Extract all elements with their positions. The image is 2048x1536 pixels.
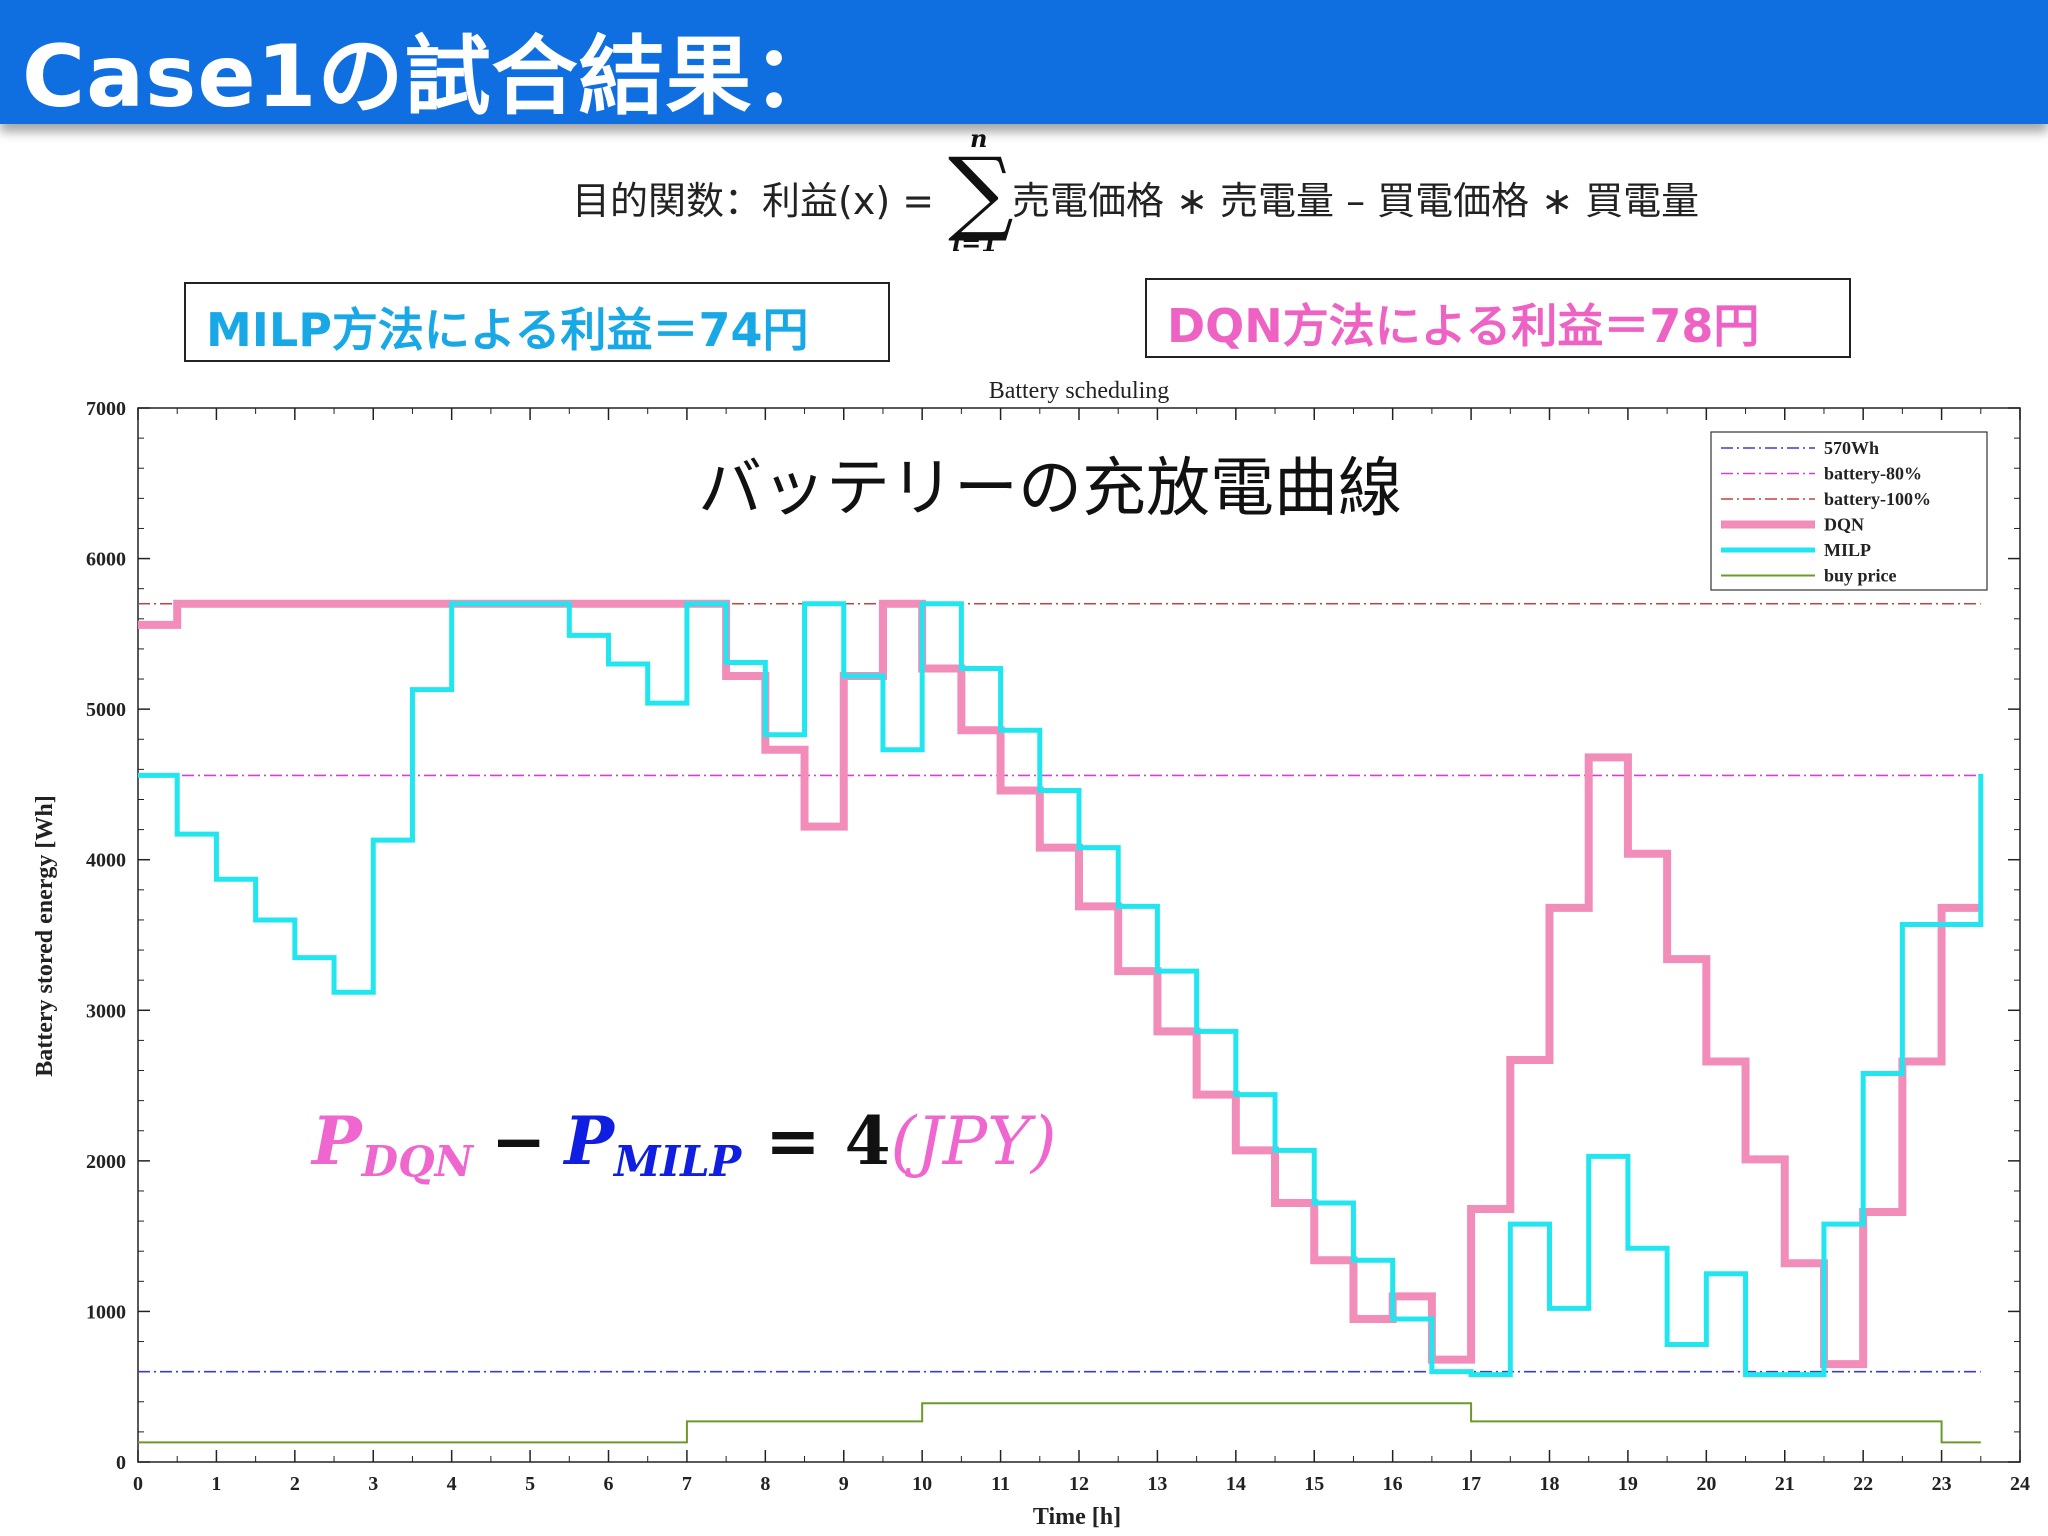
x-tick-label: 21 [1775, 1473, 1795, 1495]
chart-annotation: バッテリーの充放電曲線 [698, 452, 1402, 526]
formula-lhs: 目的関数：利益(x) = [572, 179, 935, 223]
x-tick-label: 11 [991, 1473, 1010, 1495]
x-axis-label: Time [h] [1033, 1504, 1121, 1530]
x-tick-label: 22 [1853, 1473, 1873, 1495]
series-milp-line [138, 601, 1984, 1378]
sum-upper-limit: n [970, 124, 988, 153]
x-tick-label: 12 [1069, 1473, 1089, 1495]
x-tick-label: 10 [912, 1473, 932, 1495]
difference-formula: PDQN − PMILP = 4(JPY) [310, 1102, 1056, 1186]
formula-value: 4 [845, 1102, 891, 1180]
x-tick-label: 1 [211, 1473, 221, 1495]
x-tick-label: 6 [604, 1473, 614, 1495]
objective-formula: 目的関数：利益(x) = n ∑ i=1 売電価格 ∗ 売電量 – 買電価格 ∗… [560, 122, 1760, 262]
title-banner: Case1の試合結果： [0, 0, 2048, 127]
formula-p-milp: P [562, 1102, 616, 1180]
formula-unit: (JPY) [891, 1103, 1057, 1180]
y-tick-label: 0 [116, 1452, 126, 1474]
legend-label: buy price [1824, 566, 1897, 586]
x-tick-label: 7 [682, 1473, 692, 1495]
y-tick-label: 6000 [86, 549, 126, 571]
sigma-symbol: ∑ [948, 138, 1014, 245]
x-tick-label: 3 [368, 1473, 378, 1495]
legend-label: battery-80% [1824, 464, 1922, 484]
x-tick-label: 2 [290, 1473, 300, 1495]
legend-box [1710, 431, 1988, 591]
series-buy-price-line [138, 1402, 1981, 1444]
formula-sub-dqn: DQN [361, 1137, 475, 1186]
sum-lower-limit: i=1 [952, 228, 998, 257]
y-tick-label: 3000 [86, 1000, 126, 1022]
y-axis-label: Battery stored energy [Wh] [32, 795, 58, 1076]
x-tick-label: 13 [1147, 1473, 1167, 1495]
legend-label: MILP [1824, 540, 1871, 560]
legend-label: 570Wh [1824, 438, 1879, 458]
x-tick-label: 9 [839, 1473, 849, 1495]
dqn-result-text: DQN方法による利益＝78円 [1167, 299, 1760, 353]
formula-p-dqn: P [310, 1102, 364, 1180]
page-title: Case1の試合結果： [22, 27, 840, 127]
formula-rhs: 売電価格 ∗ 売電量 – 買電価格 ∗ 買電量 [1012, 179, 1700, 223]
x-tick-label: 19 [1618, 1473, 1638, 1495]
x-tick-label: 5 [525, 1473, 535, 1495]
x-tick-label: 24 [2010, 1473, 2030, 1495]
x-tick-label: 20 [1696, 1473, 1716, 1495]
dqn-result-box: DQN方法による利益＝78円 [1145, 278, 1851, 358]
legend-label: battery-100% [1824, 489, 1931, 509]
y-tick-label: 2000 [86, 1151, 126, 1173]
x-tick-label: 0 [133, 1473, 143, 1495]
x-tick-label: 17 [1461, 1473, 1481, 1495]
x-tick-label: 4 [447, 1473, 457, 1495]
y-tick-label: 4000 [86, 850, 126, 872]
y-tick-label: 7000 [86, 398, 126, 420]
formula-equals: = [765, 1102, 820, 1180]
x-tick-label: 8 [760, 1473, 770, 1495]
chart-title: Battery scheduling [989, 378, 1170, 404]
milp-result-box: MILP方法による利益＝74円 [184, 282, 890, 362]
x-tick-label: 18 [1540, 1473, 1560, 1495]
x-tick-label: 14 [1226, 1473, 1246, 1495]
legend-label: DQN [1824, 515, 1864, 535]
y-tick-label: 5000 [86, 699, 126, 721]
y-tick-label: 1000 [86, 1301, 126, 1323]
x-tick-label: 23 [1932, 1473, 1952, 1495]
x-tick-label: 15 [1304, 1473, 1324, 1495]
formula-minus: − [491, 1102, 546, 1180]
formula-sub-milp: MILP [612, 1137, 743, 1186]
milp-result-text: MILP方法による利益＝74円 [206, 303, 809, 357]
x-tick-label: 16 [1383, 1473, 1403, 1495]
